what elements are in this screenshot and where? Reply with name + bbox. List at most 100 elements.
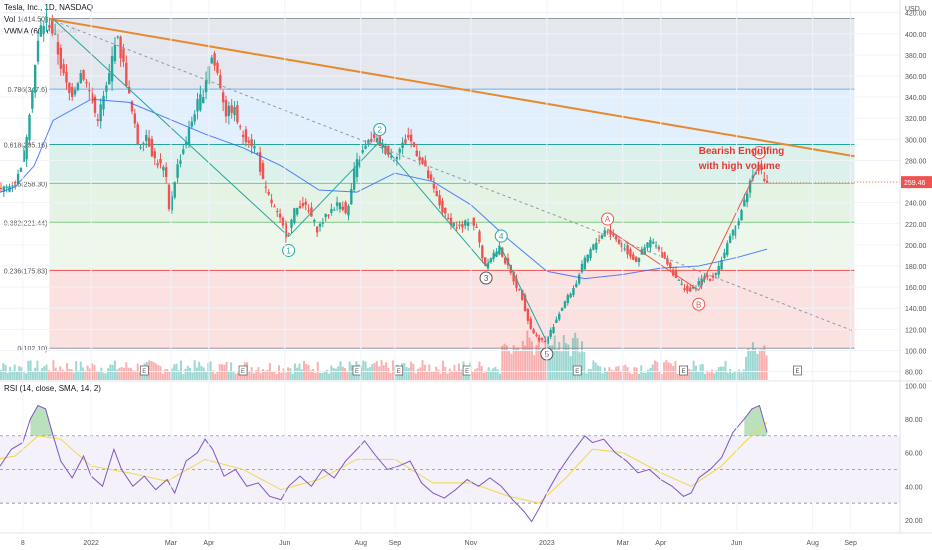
candle-body <box>241 134 245 138</box>
volume-bar <box>86 365 89 380</box>
candle-body <box>452 222 456 227</box>
volume-bar <box>574 332 577 380</box>
price-tick-label: 360.00 <box>905 74 927 81</box>
volume-bar <box>61 369 64 380</box>
price-tick-label: 100.00 <box>905 348 927 355</box>
volume-bar <box>435 366 438 380</box>
candle-body <box>68 82 71 94</box>
volume-bar <box>186 365 189 380</box>
wave-label-2: 2 <box>378 125 383 134</box>
volume-bar <box>428 364 431 380</box>
candle-body <box>660 252 663 258</box>
volume-bar <box>432 371 435 380</box>
candle-body <box>236 105 239 123</box>
candle-body <box>296 207 299 215</box>
volume-bar <box>129 367 132 380</box>
candle-body <box>105 85 108 92</box>
volume-bar <box>52 360 55 380</box>
volume-bar <box>437 369 440 380</box>
volume-bar <box>364 361 367 380</box>
candle-body <box>455 227 458 229</box>
volume-bar <box>510 353 513 380</box>
volume-bar <box>202 367 205 380</box>
volume-bar <box>640 365 643 380</box>
volume-bar <box>31 372 34 380</box>
volume-legend[interactable]: Vol <box>4 15 16 24</box>
candle-body <box>429 174 433 181</box>
candle-body <box>219 75 222 89</box>
volume-bar <box>307 365 310 380</box>
candle-body <box>31 90 34 109</box>
volume-bar <box>704 373 707 380</box>
volume-bar <box>104 373 107 380</box>
candle-body <box>446 217 450 219</box>
candle-body <box>748 180 752 193</box>
volume-bar <box>626 367 629 380</box>
candle-body <box>176 164 179 178</box>
candle-body <box>210 57 213 64</box>
volume-bar <box>423 364 426 380</box>
candle-body <box>347 205 350 216</box>
volume-bar <box>405 366 408 380</box>
fib-zone-0.382 <box>49 222 855 271</box>
volume-bar <box>15 371 18 380</box>
earnings-marker-box <box>679 365 688 376</box>
earnings-marker: E <box>575 369 579 375</box>
candle-body <box>284 223 288 238</box>
volume-bar <box>387 367 390 380</box>
volume-bar <box>189 367 192 380</box>
bearish-engulfing-label-1: Bearish Engulfing <box>699 146 785 157</box>
candle-body <box>85 82 88 84</box>
candle-body <box>711 275 715 278</box>
candle-body <box>5 186 8 189</box>
candle-body <box>273 206 276 208</box>
volume-bar <box>596 365 599 380</box>
volume-bar <box>72 372 75 380</box>
volume-bar <box>656 361 659 380</box>
volume-bar <box>107 368 110 380</box>
volume-bar <box>524 345 527 380</box>
candle-body <box>503 257 507 264</box>
rsi-legend[interactable]: RSI (14, close, SMA, 14, 2) <box>4 384 101 393</box>
volume-bar <box>717 367 720 380</box>
volume-bar <box>221 364 224 380</box>
candle-body <box>0 187 3 190</box>
volume-bar <box>277 365 280 380</box>
rsi-tick-label: 20.00 <box>905 518 923 525</box>
volume-bar <box>252 373 255 380</box>
symbol-title[interactable]: Tesla, Inc., 1D, NASDAQ <box>4 3 93 12</box>
candle-body <box>526 308 530 321</box>
candle-body <box>130 101 134 112</box>
candle-body <box>387 145 390 156</box>
volume-bar <box>410 361 413 380</box>
volume-bar <box>519 350 522 380</box>
volume-bar <box>571 338 574 380</box>
volume-bar <box>551 345 554 380</box>
impulse-wave-line <box>52 18 548 343</box>
volume-bar <box>587 369 590 380</box>
candle-body <box>418 156 421 161</box>
candle-body <box>626 245 629 255</box>
volume-bar <box>722 366 725 380</box>
volume-bar <box>346 372 349 380</box>
candle-body <box>609 230 612 235</box>
volume-bar <box>328 373 331 380</box>
volume-bar <box>446 373 449 380</box>
volume-bar <box>576 338 579 380</box>
earnings-marker: E <box>142 369 146 375</box>
candle-body <box>586 254 589 262</box>
volume-bar <box>512 345 515 380</box>
fib-zone-0.786 <box>49 89 855 145</box>
volume-bar <box>751 342 754 380</box>
candle-body <box>700 278 703 286</box>
candle-body <box>751 175 755 179</box>
candle-body <box>196 99 199 112</box>
candle-body <box>62 64 65 74</box>
volume-bar <box>745 356 748 380</box>
volume-bar <box>344 368 347 380</box>
price-tick-label: 200.00 <box>905 243 927 250</box>
volume-bar <box>720 366 722 380</box>
candle-body <box>167 184 171 210</box>
candle-body <box>2 186 6 192</box>
